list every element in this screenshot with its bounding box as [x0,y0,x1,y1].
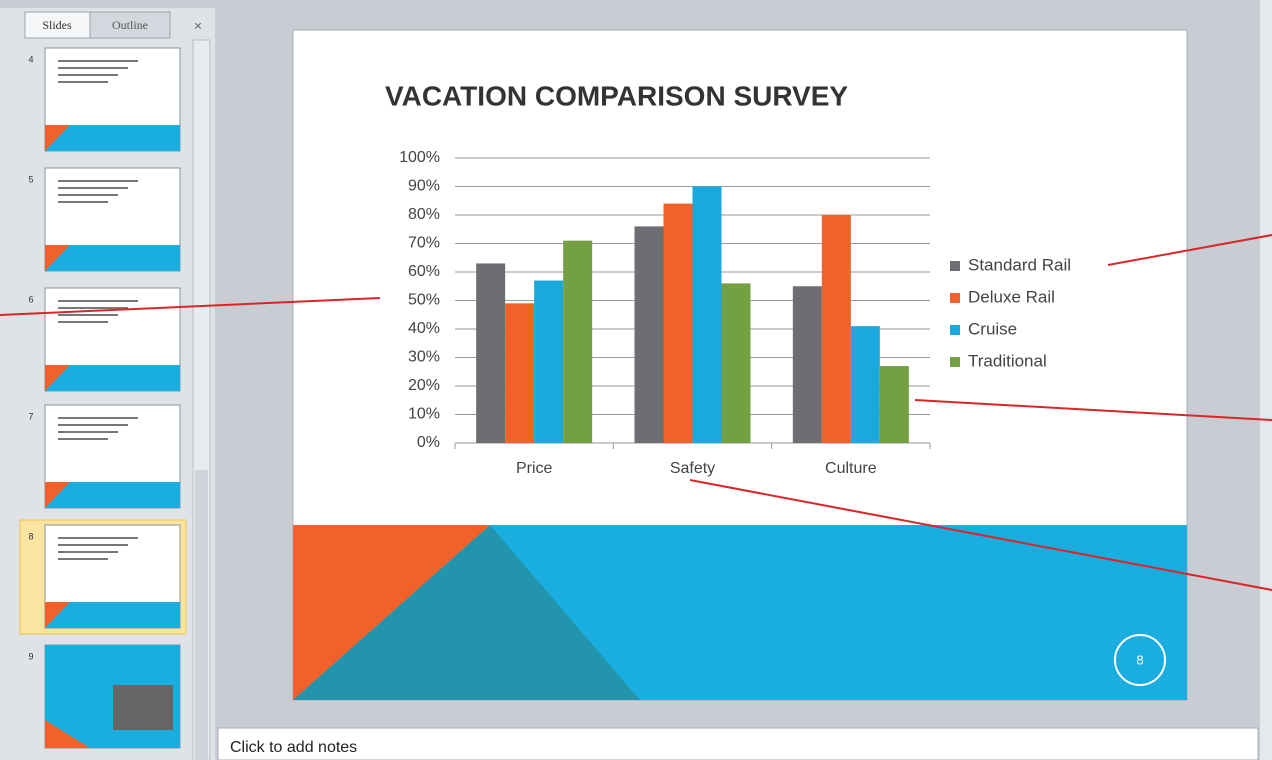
bar [880,366,909,443]
bar [563,241,592,443]
legend-label: Deluxe Rail [968,287,1055,306]
notes-pane[interactable] [218,728,1258,760]
notes-placeholder[interactable]: Click to add notes [230,739,357,756]
slide-thumb-number: 8 [28,531,33,541]
bar [635,226,664,443]
x-tick-label: Culture [825,460,877,477]
tab-label[interactable]: Slides [42,18,72,32]
y-tick-label: 80% [408,206,440,223]
y-tick-label: 10% [408,406,440,423]
thumb-text-line [58,307,128,309]
thumb-text-line [58,67,128,69]
legend-label: Cruise [968,319,1017,338]
thumb-text-line [58,551,118,553]
slide-thumb-number: 6 [28,294,33,304]
slide-thumb-number: 4 [28,54,33,64]
tab-label[interactable]: Outline [112,18,148,32]
powerpoint-window: Slides Outline × 4 5 6 7 8 9 8 VACATION COMPA… [0,0,1272,760]
thumb-photo [113,685,173,730]
scroll-thumb[interactable] [195,470,208,760]
y-tick-label: 40% [408,320,440,337]
bar [534,281,563,443]
thumb-text-line [58,431,118,433]
x-tick-label: Safety [670,460,715,477]
thumb-text-line [58,438,108,440]
thumb-text-line [58,544,128,546]
bar [722,283,751,443]
y-tick-label: 60% [408,263,440,280]
close-button[interactable]: × [194,18,202,34]
thumb-text-line [58,180,138,182]
thumb-text-line [58,321,108,323]
y-tick-label: 20% [408,377,440,394]
legend-label: Standard Rail [968,255,1071,274]
y-tick-label: 0% [417,434,440,451]
thumb-text-line [58,558,108,560]
legend-label: Traditional [968,351,1047,370]
bar [505,303,534,443]
bar [822,215,851,443]
thumb-text-line [58,417,138,419]
chart-title: VACATION COMPARISON SURVEY [385,80,848,111]
slide-thumb-number: 7 [28,411,33,421]
thumb-text-line [58,201,108,203]
bar [664,204,693,443]
thumb-text-line [58,187,128,189]
thumb-text-line [58,424,128,426]
bar [693,187,722,444]
bar [476,263,505,443]
legend-swatch [950,357,960,367]
thumb-text-line [58,300,138,302]
bar [851,326,880,443]
legend-swatch [950,261,960,271]
y-tick-label: 50% [408,292,440,309]
thumb-text-line [58,194,118,196]
slide-thumb-number: 5 [28,174,33,184]
thumb-text-line [58,537,138,539]
bar [793,286,822,443]
legend-swatch [950,293,960,303]
slide-number: 8 [1136,652,1143,667]
thumb-text-line [58,314,118,316]
thumb-text-line [58,60,138,62]
y-tick-label: 70% [408,235,440,252]
x-tick-label: Price [516,460,553,477]
thumb-text-line [58,81,108,83]
thumb-text-line [58,74,118,76]
slide-thumb-number: 9 [28,651,33,661]
legend-swatch [950,325,960,335]
y-tick-label: 30% [408,349,440,366]
y-tick-label: 100% [399,149,440,166]
y-tick-label: 90% [408,178,440,195]
right-scrollbar[interactable] [1260,0,1272,760]
